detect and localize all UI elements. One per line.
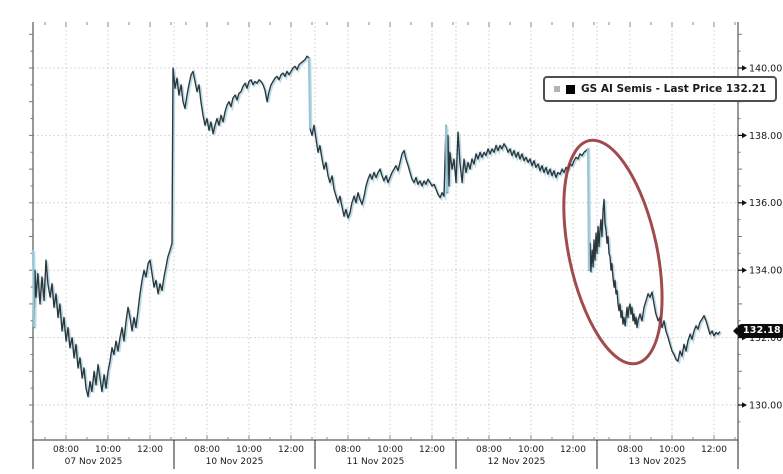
legend-drag-handle-icon bbox=[554, 86, 560, 92]
time-tick-label: 12:00 bbox=[137, 445, 163, 455]
time-tick-label: 08:00 bbox=[335, 445, 361, 455]
time-tick-label: 10:00 bbox=[377, 445, 403, 455]
time-tick-label: 12:00 bbox=[701, 445, 727, 455]
time-tick-label: 10:00 bbox=[95, 445, 121, 455]
y-tick-label: 130.00 bbox=[749, 400, 782, 411]
fast-drop-segment bbox=[586, 148, 591, 271]
date-label: 12 Nov 2025 bbox=[488, 457, 546, 467]
price-line-shadow bbox=[33, 55, 723, 398]
y-tick-label: 132.00 bbox=[749, 333, 782, 344]
fast-drop-segment bbox=[31, 249, 36, 328]
time-tick-label: 12:00 bbox=[419, 445, 445, 455]
time-tick-label: 08:00 bbox=[194, 445, 220, 455]
time-tick-label: 12:00 bbox=[560, 445, 586, 455]
y-tick-arrow-icon bbox=[742, 267, 747, 273]
y-tick-label: 138.00 bbox=[749, 131, 782, 142]
time-tick-label: 08:00 bbox=[617, 445, 643, 455]
y-tick-label: 136.00 bbox=[749, 198, 782, 209]
date-label: 10 Nov 2025 bbox=[206, 457, 264, 467]
y-axis-labels: 130.00 132.00 134.00 136.00 138.00 140.00 bbox=[749, 63, 782, 411]
selloff-ellipse-annotation bbox=[562, 138, 664, 366]
y-tick-label: 140.00 bbox=[749, 63, 782, 74]
y-tick-arrow-icon bbox=[742, 132, 747, 139]
price-line-series bbox=[31, 55, 723, 398]
grid-lines bbox=[33, 22, 738, 440]
series-color-swatch-icon bbox=[566, 84, 575, 94]
y-tick-arrow-icon bbox=[742, 402, 747, 408]
selloff-circle-annotation bbox=[562, 138, 664, 366]
fast-drop-segment bbox=[444, 125, 449, 193]
date-label: 07 Nov 2025 bbox=[65, 457, 123, 467]
time-tick-label: 08:00 bbox=[53, 445, 79, 455]
date-label: 13 Nov 2025 bbox=[629, 457, 687, 467]
time-tick-label: 10:00 bbox=[236, 445, 262, 455]
y-tick-arrow-icon bbox=[742, 65, 747, 71]
time-tick-label: 12:00 bbox=[278, 445, 304, 455]
legend-series-label: GS AI Semis - Last Price 132.21 bbox=[581, 83, 767, 95]
y-tick-arrow-icon bbox=[742, 200, 747, 206]
price-line bbox=[32, 55, 721, 398]
date-label: 11 Nov 2025 bbox=[347, 457, 405, 467]
legend[interactable]: GS AI Semis - Last Price 132.21 bbox=[543, 76, 778, 102]
last-price-axis-marker: 132.18 bbox=[733, 323, 783, 338]
time-tick-label: 10:00 bbox=[518, 445, 544, 455]
time-tick-label: 08:00 bbox=[476, 445, 502, 455]
time-tick-label: 10:00 bbox=[659, 445, 685, 455]
x-axis-labels: 08:00 10:00 12:00 07 Nov 2025 08:00 10:00 12:0… bbox=[32, 440, 739, 469]
fast-drop-segment bbox=[307, 57, 312, 129]
y-tick-label: 134.00 bbox=[749, 266, 782, 277]
